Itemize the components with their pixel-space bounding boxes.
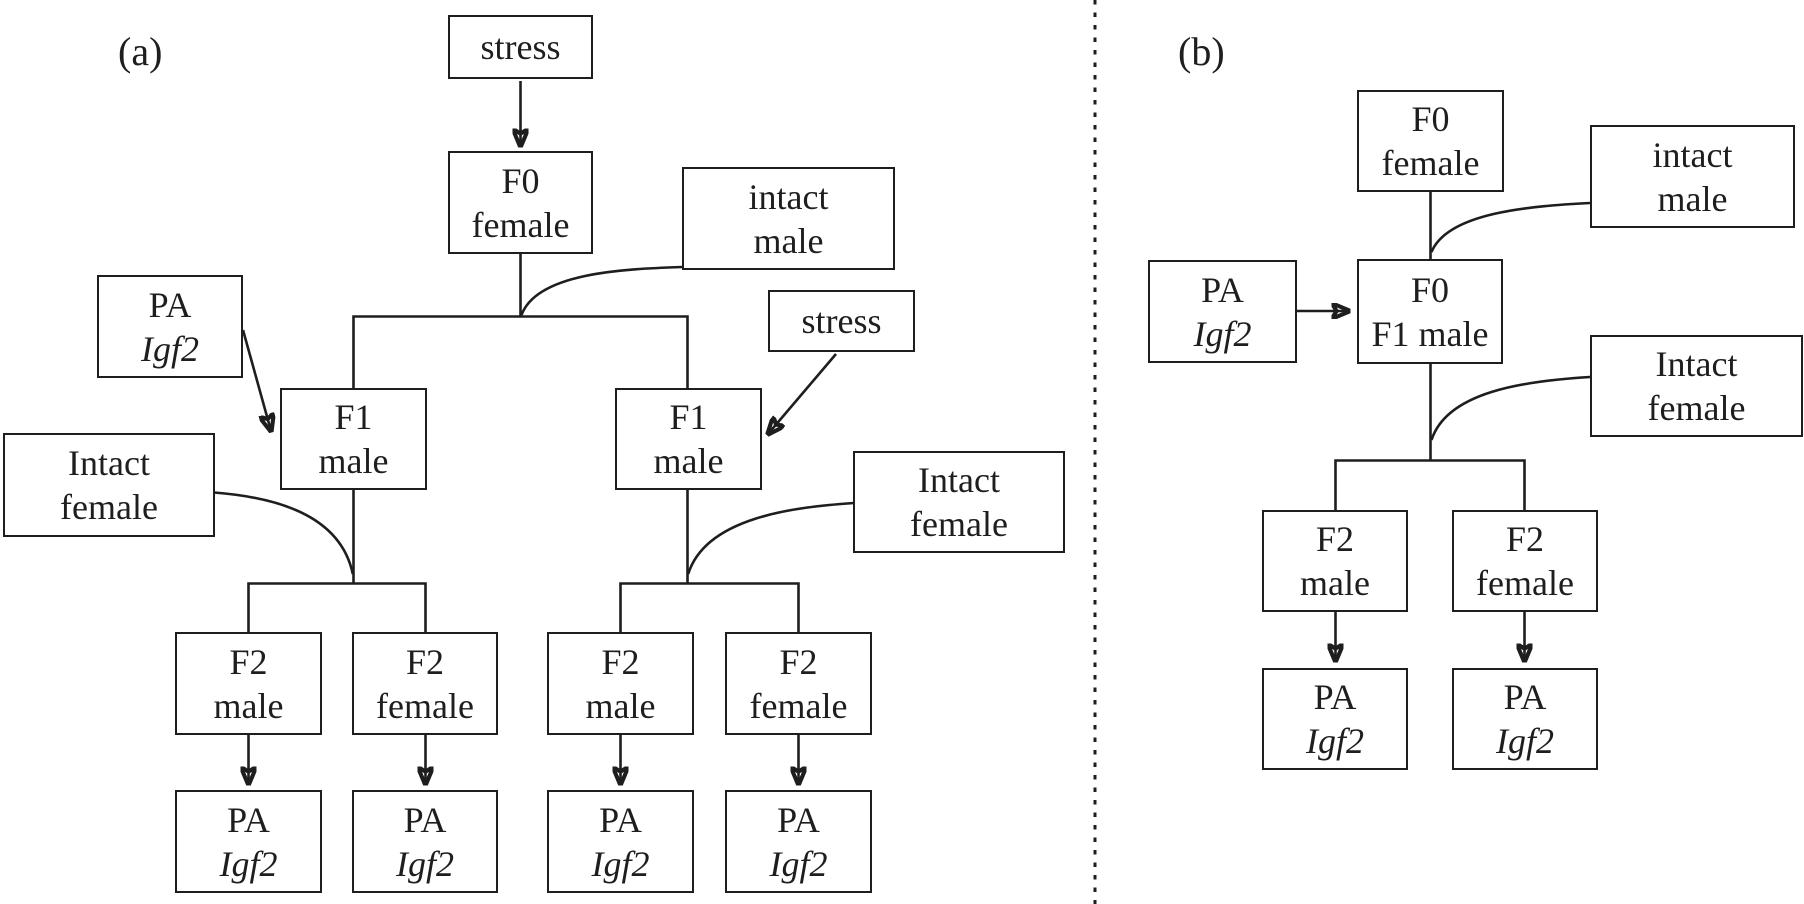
node-label-gene: Igf2 xyxy=(591,843,650,884)
node-a-f2-female-2: F2 female xyxy=(725,632,872,735)
node-label: F2 xyxy=(779,641,818,682)
node-b-f2-male: F2 male xyxy=(1262,510,1408,612)
node-a-stress-top: stress xyxy=(448,15,593,79)
node-label: female xyxy=(1647,388,1746,428)
node-b-f2-female: F2 female xyxy=(1452,510,1598,612)
node-b-pa-result-2: PA Igf2 xyxy=(1452,668,1598,770)
node-label: F0 xyxy=(1411,99,1450,139)
node-a-f1-male-left: F1 male xyxy=(280,388,427,490)
node-label: intact xyxy=(1652,134,1733,175)
line-f1-left-offspring-branch xyxy=(247,582,427,632)
node-label: F2 xyxy=(229,641,268,682)
node-label: F2 xyxy=(405,641,445,682)
node-label-gene: Igf2 xyxy=(219,843,278,884)
node-label: intact xyxy=(748,176,829,217)
node-label: F1 xyxy=(669,397,708,437)
node-label: female xyxy=(749,685,848,726)
node-label: F1 male xyxy=(1371,313,1489,354)
node-label: Intact xyxy=(1655,344,1738,384)
node-label-gene: Igf2 xyxy=(396,843,454,884)
node-b-intact-female: Intact female xyxy=(1590,335,1803,437)
node-label: PA xyxy=(1201,269,1244,310)
node-b-f0-female: F0 female xyxy=(1357,90,1504,192)
node-b-f0-f1-male: F0 F1 male xyxy=(1357,259,1503,364)
node-label: F2 xyxy=(601,641,640,682)
node-label: female xyxy=(910,504,1008,544)
curve-intact-female-left-mating xyxy=(213,491,355,575)
curve-b-intact-male-mating xyxy=(1430,201,1591,253)
node-b-pa-result-1: PA Igf2 xyxy=(1262,668,1408,770)
node-label: male xyxy=(585,685,656,726)
node-label: female xyxy=(471,204,570,245)
node-b-intact-male: intact male xyxy=(1590,125,1795,228)
node-a-pa-result-3: PA Igf2 xyxy=(547,790,694,893)
panel-a-label: (a) xyxy=(118,29,163,74)
node-label: F2 xyxy=(1315,519,1355,559)
line-f0-offspring-branch xyxy=(352,315,689,388)
node-label: PA xyxy=(777,799,820,840)
arrow-pa-igf2-to-f1-male-left xyxy=(241,329,271,431)
curve-intact-female-right-mating xyxy=(686,501,855,575)
node-label: female xyxy=(60,487,158,527)
arrow-stress-to-f1-male-right xyxy=(768,353,837,434)
node-a-pa-result-2: PA Igf2 xyxy=(352,790,498,893)
node-label: PA xyxy=(227,799,270,840)
node-label: male xyxy=(1300,563,1370,603)
node-label-gene: Igf2 xyxy=(141,328,199,369)
node-label: PA xyxy=(403,799,447,840)
node-a-intact-female-left: Intact female xyxy=(3,433,215,537)
node-label: male xyxy=(753,220,824,261)
node-label-gene: Igf2 xyxy=(1496,721,1554,761)
node-label: male xyxy=(653,441,724,481)
node-label: F0 xyxy=(1410,269,1450,310)
node-label: PA xyxy=(1503,677,1547,717)
node-label: Intact xyxy=(68,443,150,483)
node-label: female xyxy=(376,685,474,726)
node-label: F0 xyxy=(501,160,540,201)
node-label-gene: Igf2 xyxy=(1306,721,1364,761)
node-a-intact-male: intact male xyxy=(682,167,895,270)
node-a-pa-result-4: PA Igf2 xyxy=(725,790,872,893)
node-label: male xyxy=(1657,178,1728,219)
panel-b-label: (b) xyxy=(1178,29,1225,74)
node-label: PA xyxy=(1313,677,1357,717)
node-a-pa-result-1: PA Igf2 xyxy=(175,790,322,893)
node-a-f2-female-1: F2 female xyxy=(352,632,498,735)
node-label-gene: Igf2 xyxy=(769,843,828,884)
node-a-f2-male-2: F2 male xyxy=(547,632,694,735)
node-label: male xyxy=(318,441,389,481)
node-b-pa-igf2: PA Igf2 xyxy=(1148,260,1297,363)
curve-intact-male-mating xyxy=(520,265,683,316)
node-a-f2-male-1: F2 male xyxy=(175,632,322,735)
node-label: Intact xyxy=(918,460,1000,500)
node-a-intact-female-right: Intact female xyxy=(853,451,1065,553)
node-label: male xyxy=(213,685,284,726)
node-label: PA xyxy=(148,284,192,325)
node-a-f0-female: F0 female xyxy=(448,151,593,254)
node-label-gene: Igf2 xyxy=(1193,313,1252,354)
curve-b-intact-female-mating xyxy=(1430,375,1591,441)
node-label: F2 xyxy=(1505,519,1545,559)
node-label: F1 xyxy=(334,397,373,437)
node-label: PA xyxy=(599,799,642,840)
line-b-offspring-branch xyxy=(1334,459,1526,510)
node-label: stress xyxy=(480,27,561,67)
node-a-pa-igf2: PA Igf2 xyxy=(97,275,243,378)
node-label: female xyxy=(1381,143,1480,183)
node-label: female xyxy=(1476,563,1574,603)
node-a-stress-right: stress xyxy=(768,290,915,352)
line-f1-right-offspring-branch xyxy=(619,582,800,632)
node-label: stress xyxy=(801,301,882,341)
node-a-f1-male-right: F1 male xyxy=(615,388,762,490)
